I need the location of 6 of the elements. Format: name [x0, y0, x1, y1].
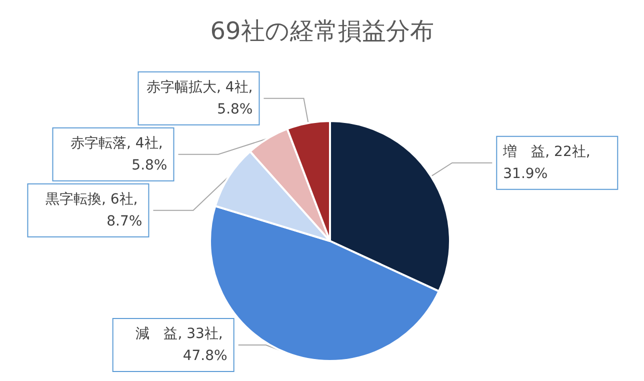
slice-label: 赤字幅拡大, 4社, 5.8%	[146, 79, 253, 118]
chart-title: 69社の経常損益分布	[210, 17, 434, 45]
slice-label: 赤字転落, 4社, 5.8%	[70, 135, 168, 174]
slice-label: 減 益, 33社, 47.8%	[136, 326, 228, 364]
slice-label: 黒字転換, 6社, 8.7%	[46, 191, 142, 230]
slice-label: 増 益, 22社, 31.9%	[502, 142, 595, 182]
